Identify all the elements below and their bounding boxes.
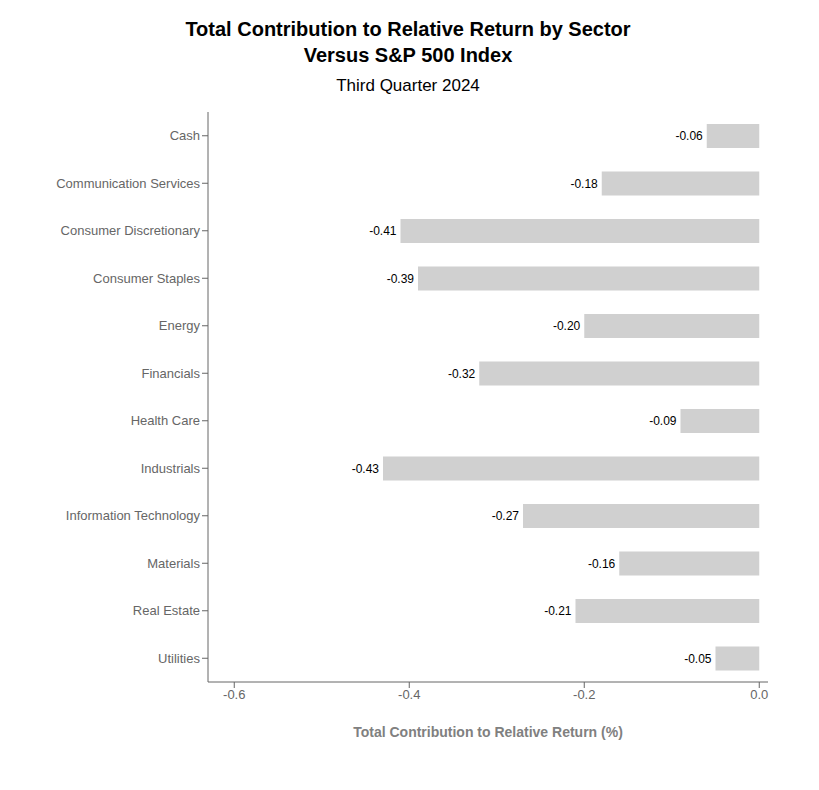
svg-text:Total Contribution to Relative: Total Contribution to Relative Return (%… [353, 724, 623, 740]
svg-text:-0.20: -0.20 [553, 319, 581, 333]
html-text:Total Contribution to Relative: Total Contribution to Relative Return by… [185, 18, 631, 40]
svg-text:Cash: Cash [170, 128, 200, 143]
svg-text:Financials: Financials [141, 366, 200, 381]
svg-text:-0.41: -0.41 [369, 224, 397, 238]
svg-text:Health Care: Health Care [131, 413, 200, 428]
svg-text:Consumer Staples: Consumer Staples [93, 271, 200, 286]
svg-text:-0.43: -0.43 [352, 462, 380, 476]
svg-text:Industrials: Industrials [141, 461, 201, 476]
svg-text:Materials: Materials [147, 556, 200, 571]
svg-text:Energy: Energy [159, 318, 201, 333]
html-text:Third Quarter 2024: Third Quarter 2024 [336, 76, 480, 95]
svg-text:Real Estate: Real Estate [133, 603, 200, 618]
svg-text:-0.09: -0.09 [649, 414, 677, 428]
svg-text:Utilities: Utilities [158, 651, 200, 666]
svg-text:-0.05: -0.05 [684, 652, 712, 666]
svg-text:-0.27: -0.27 [492, 509, 520, 523]
svg-text:-0.21: -0.21 [544, 604, 572, 618]
svg-text:-0.39: -0.39 [387, 272, 415, 286]
svg-text:Information Technology: Information Technology [66, 508, 201, 523]
svg-text:Communication Services: Communication Services [56, 176, 200, 191]
svg-text:Consumer Discretionary: Consumer Discretionary [61, 223, 201, 238]
svg-text:-0.6: -0.6 [223, 687, 245, 702]
svg-text:-0.4: -0.4 [398, 687, 420, 702]
svg-text:-0.2: -0.2 [573, 687, 595, 702]
svg-text:-0.32: -0.32 [448, 367, 476, 381]
html-text:Versus S&P 500 Index: Versus S&P 500 Index [303, 44, 513, 66]
svg-text:-0.16: -0.16 [588, 557, 616, 571]
svg-text:0.0: 0.0 [750, 687, 768, 702]
svg-text:-0.06: -0.06 [675, 129, 703, 143]
svg-text:-0.18: -0.18 [570, 177, 598, 191]
